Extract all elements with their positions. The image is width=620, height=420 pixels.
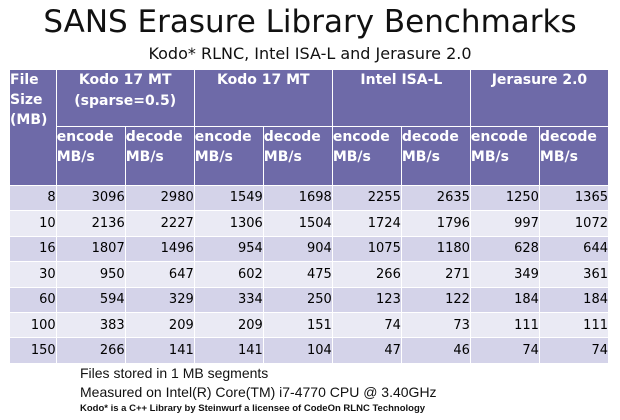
encode-cell: 2255 xyxy=(331,184,402,212)
encode-cell: 123 xyxy=(331,286,402,314)
decode-cell: 475 xyxy=(262,261,333,288)
encode-cell: 266 xyxy=(55,337,126,364)
encode-cell: 628 xyxy=(469,235,540,263)
encode-cell: 47 xyxy=(331,337,402,364)
group-label: Intel ISA-L xyxy=(360,72,443,88)
file-size-cell: 16 xyxy=(9,235,57,263)
decode-cell: 122 xyxy=(400,286,471,314)
encode-cell: 1075 xyxy=(331,235,402,263)
table-row: 100 383 209 209 151 74 73 111 111 xyxy=(9,311,610,339)
encode-cell: 184 xyxy=(469,286,540,314)
decode-cell: 250 xyxy=(262,286,333,314)
footer-kodo-note: Kodo* is a C++ Library by Steinwurf a li… xyxy=(80,403,426,414)
decode-cell: 104 xyxy=(262,337,333,364)
decode-cell: 361 xyxy=(538,261,610,288)
file-size-cell: 8 xyxy=(9,184,57,212)
encode-cell: 383 xyxy=(55,311,126,339)
decode-cell: 271 xyxy=(400,261,471,288)
encode-cell: 349 xyxy=(469,261,540,288)
group-sublabel: (sparse=0.5) xyxy=(74,93,177,109)
table-row: 30 950 647 602 475 266 271 349 361 xyxy=(9,261,610,288)
encode-cell: 334 xyxy=(193,286,264,314)
encode-cell: 1250 xyxy=(469,184,540,212)
encode-cell: 1306 xyxy=(193,210,264,237)
decode-cell: 1796 xyxy=(400,210,471,237)
table-row: 60 594 329 334 250 123 122 184 184 xyxy=(9,286,610,314)
decode-cell: 151 xyxy=(262,311,333,339)
group-header-jerasure: Jerasure 2.0 xyxy=(469,69,610,127)
decode-cell: 329 xyxy=(124,286,195,314)
decode-cell: 1698 xyxy=(262,184,333,212)
file-size-cell: 150 xyxy=(9,337,57,364)
decode-cell: 1496 xyxy=(124,235,195,263)
footer-segments-note: Files stored in 1 MB segments xyxy=(80,365,269,381)
decode-cell: 2227 xyxy=(124,210,195,237)
encode-cell: 1549 xyxy=(193,184,264,212)
group-header-isal: Intel ISA-L xyxy=(331,69,471,127)
table-row: 150 266 141 141 104 47 46 74 74 xyxy=(9,337,610,364)
table-row: 16 1807 1496 954 904 1075 1180 628 644 xyxy=(9,235,610,263)
decode-cell: 73 xyxy=(400,311,471,339)
decode-header: decode MB/s xyxy=(400,125,471,186)
decode-cell: 46 xyxy=(400,337,471,364)
page-title: SANS Erasure Library Benchmarks xyxy=(43,4,577,40)
group-label: Kodo 17 MT xyxy=(78,72,172,88)
encode-header: encode MB/s xyxy=(193,125,264,186)
decode-cell: 141 xyxy=(124,337,195,364)
encode-cell: 1724 xyxy=(331,210,402,237)
encode-header: encode MB/s xyxy=(331,125,402,186)
decode-cell: 1504 xyxy=(262,210,333,237)
encode-cell: 111 xyxy=(469,311,540,339)
group-header-kodo-sparse: Kodo 17 MT (sparse=0.5) xyxy=(55,69,195,127)
decode-cell: 904 xyxy=(262,235,333,263)
decode-header: decode MB/s xyxy=(124,125,195,186)
decode-header: decode MB/s xyxy=(538,125,610,186)
table-row: 8 3096 2980 1549 1698 2255 2635 1250 1365 xyxy=(9,184,610,212)
decode-cell: 2980 xyxy=(124,184,195,212)
file-size-cell: 60 xyxy=(9,286,57,314)
file-size-cell: 10 xyxy=(9,210,57,237)
page-subtitle: Kodo* RLNC, Intel ISA-L and Jerasure 2.0 xyxy=(148,44,472,63)
decode-cell: 184 xyxy=(538,286,610,314)
footer-cpu-note: Measured on Intel(R) Core(TM) i7-4770 CP… xyxy=(80,384,437,400)
encode-cell: 266 xyxy=(331,261,402,288)
encode-cell: 950 xyxy=(55,261,126,288)
benchmark-table: File Size (MB) Kodo 17 MT (sparse=0.5) K… xyxy=(9,69,610,364)
decode-cell: 644 xyxy=(538,235,610,263)
encode-cell: 594 xyxy=(55,286,126,314)
encode-header: encode MB/s xyxy=(55,125,126,186)
group-label: Jerasure 2.0 xyxy=(491,72,588,88)
decode-cell: 647 xyxy=(124,261,195,288)
file-size-cell: 100 xyxy=(9,311,57,339)
decode-cell: 1180 xyxy=(400,235,471,263)
decode-cell: 2635 xyxy=(400,184,471,212)
group-header-kodo: Kodo 17 MT xyxy=(193,69,333,127)
encode-cell: 141 xyxy=(193,337,264,364)
encode-header: encode MB/s xyxy=(469,125,540,186)
decode-cell: 111 xyxy=(538,311,610,339)
decode-cell: 1072 xyxy=(538,210,610,237)
file-size-header: File Size (MB) xyxy=(9,69,57,186)
encode-cell: 602 xyxy=(193,261,264,288)
encode-cell: 1807 xyxy=(55,235,126,263)
file-size-cell: 30 xyxy=(9,261,57,288)
decode-cell: 1365 xyxy=(538,184,610,212)
decode-cell: 209 xyxy=(124,311,195,339)
encode-cell: 2136 xyxy=(55,210,126,237)
encode-cell: 954 xyxy=(193,235,264,263)
table-row: 10 2136 2227 1306 1504 1724 1796 997 1072 xyxy=(9,210,610,237)
encode-cell: 74 xyxy=(331,311,402,339)
decode-header: decode MB/s xyxy=(262,125,333,186)
group-label: Kodo 17 MT xyxy=(217,72,310,88)
encode-cell: 997 xyxy=(469,210,540,237)
decode-cell: 74 xyxy=(538,337,610,364)
encode-cell: 3096 xyxy=(55,184,126,212)
encode-cell: 74 xyxy=(469,337,540,364)
encode-cell: 209 xyxy=(193,311,264,339)
